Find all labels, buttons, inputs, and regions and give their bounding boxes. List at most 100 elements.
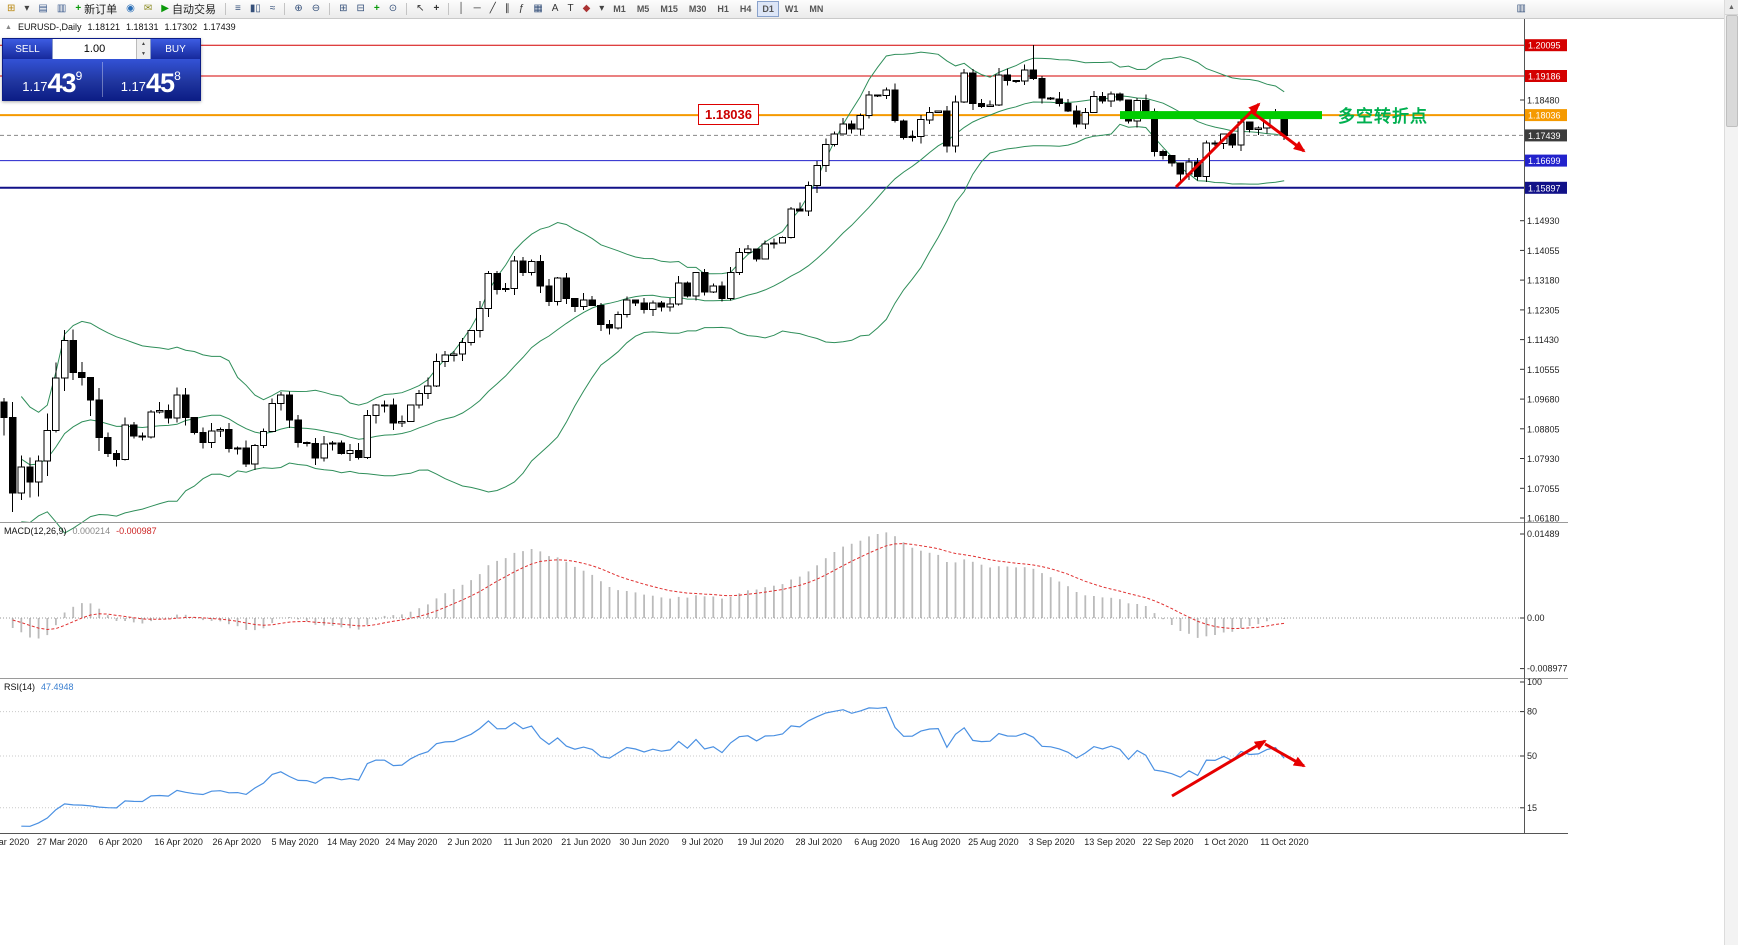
candlestick-chart-button[interactable]: ▮▯ <box>246 1 265 17</box>
clock-icon: ⊙ <box>388 3 398 14</box>
period-settings-button[interactable]: ⊙ <box>385 1 401 17</box>
horizontal-line-button[interactable]: ─ <box>470 1 485 17</box>
cursor-icon: ↖ <box>416 3 425 14</box>
macd-label: MACD(12,26,9) 0.000214 -0.000987 <box>4 526 157 536</box>
plus-icon: + <box>75 3 82 14</box>
turning-point-label[interactable]: 多空转折点 <box>1338 107 1428 126</box>
tile-windows-button[interactable]: ⊞ <box>335 1 351 17</box>
price-tick-label: 1.09680 <box>1527 395 1560 405</box>
date-label: 11 Jun 2020 <box>503 837 552 847</box>
price-tick-label: 1.07930 <box>1527 454 1560 464</box>
indicators-button[interactable]: + <box>370 1 384 17</box>
charts-bar-button[interactable]: ▥ <box>53 1 70 17</box>
timeframe-button-m5[interactable]: M5 <box>632 1 655 17</box>
scrollbar-up-icon[interactable]: ▲ <box>1725 0 1738 15</box>
fibonacci-button[interactable]: ƒ <box>515 1 529 17</box>
grid-button[interactable]: ▦ <box>529 1 546 17</box>
volume-down-icon[interactable]: ▼ <box>137 49 150 59</box>
sell-button[interactable]: SELL <box>3 39 52 59</box>
price-badge <box>1525 70 1567 82</box>
date-label: 6 Apr 2020 <box>99 837 143 847</box>
buy-price-big: 45 <box>146 68 175 99</box>
fibonacci-icon: ƒ <box>518 3 525 14</box>
label-button[interactable]: T <box>563 1 577 17</box>
cursor-button[interactable]: ↖ <box>412 1 428 17</box>
timeframe-button-mn[interactable]: MN <box>804 1 828 17</box>
trend-arrow[interactable] <box>1171 739 1267 798</box>
arrange-windows-button[interactable]: ⊟ <box>353 1 369 17</box>
news-button[interactable]: ✉ <box>140 1 156 17</box>
text-button[interactable]: A <box>548 1 563 17</box>
timeframe-button-m15[interactable]: M15 <box>655 1 683 17</box>
shapes-icon: ◆ <box>582 3 591 14</box>
print-button[interactable]: ▥ <box>1513 1 1530 17</box>
timeframe-button-d1[interactable]: D1 <box>757 1 779 17</box>
shapes-list-button[interactable]: ▾ <box>595 1 608 17</box>
price-badge <box>1525 39 1567 52</box>
sound-button[interactable]: ◉ <box>122 1 139 17</box>
buy-price[interactable]: 1.17 45 8 <box>102 59 201 100</box>
volume-field[interactable]: 1.00 ▲ ▼ <box>52 39 151 59</box>
macd-name: MACD(12,26,9) <box>4 526 67 536</box>
trend-arrow[interactable] <box>1251 110 1306 153</box>
volume-stepper[interactable]: ▲ ▼ <box>136 39 150 59</box>
rsi-label: RSI(14) 47.4948 <box>4 682 74 692</box>
bars-icon: ≡ <box>235 3 241 14</box>
channel-button[interactable]: ∥ <box>501 1 514 17</box>
bar-chart-button[interactable]: ≡ <box>231 1 245 17</box>
price-callout-label[interactable]: 1.18036 <box>698 104 759 125</box>
trendline-button[interactable]: ╱ <box>486 1 500 17</box>
timeframe-button-h4[interactable]: H4 <box>735 1 757 17</box>
shapes-button[interactable]: ◆ <box>579 1 595 17</box>
sell-price[interactable]: 1.17 43 9 <box>3 59 102 100</box>
timeframe-button-h1[interactable]: H1 <box>712 1 734 17</box>
timeframe-button-w1[interactable]: W1 <box>780 1 804 17</box>
volume-up-icon[interactable]: ▲ <box>137 39 150 49</box>
price-tick-label: 1.08805 <box>1527 424 1560 434</box>
crosshair-button[interactable]: + <box>430 1 444 17</box>
indicator-plus-icon: + <box>373 3 380 14</box>
new-order-button[interactable]: + 新订单 <box>71 1 121 17</box>
price-tick-label: 1.18480 <box>1527 96 1560 106</box>
line-chart-button[interactable]: ≈ <box>266 1 280 17</box>
toolbar-separator <box>225 3 226 15</box>
window-list-button[interactable]: ▾ <box>20 1 33 17</box>
crosshair-icon: + <box>433 3 440 14</box>
vertical-line-button[interactable]: │ <box>454 1 468 17</box>
candles-icon: ▮▯ <box>249 3 261 14</box>
sell-price-big: 43 <box>47 68 77 99</box>
trend-arrow[interactable] <box>1174 102 1261 189</box>
turning-point-bar[interactable] <box>1120 111 1322 120</box>
timeframe-button-m1[interactable]: M1 <box>608 1 631 17</box>
zoom-out-button[interactable]: ⊖ <box>308 1 324 17</box>
tile-icon: ⊞ <box>339 3 348 14</box>
date-label: 1 Oct 2020 <box>1204 837 1248 847</box>
profiles-button[interactable]: ▤ <box>34 1 51 17</box>
sell-price-prefix: 1.17 <box>22 79 48 94</box>
timeframe-button-m30[interactable]: M30 <box>684 1 712 17</box>
scrollbar-thumb[interactable] <box>1726 15 1738 127</box>
candles-layer <box>0 45 1288 512</box>
macd-scale-label: 0.01489 <box>1527 529 1560 539</box>
price-tick-label: 1.10555 <box>1527 365 1560 375</box>
ohlc-high: 1.18131 <box>126 22 159 32</box>
speaker-icon: ◉ <box>126 3 135 14</box>
chart-window-icon: ⊞ <box>7 3 16 14</box>
date-axis: 18 Mar 2020 27 Mar 2020 6 Apr 2020 16 Apr 2… <box>0 837 1309 847</box>
vertical-scrollbar[interactable]: ▲ <box>1724 0 1738 945</box>
zoom-out-icon: ⊖ <box>311 3 321 14</box>
trend-arrow[interactable] <box>1264 742 1306 768</box>
chart-list-icon: ▥ <box>56 3 67 14</box>
price-badge <box>1525 154 1567 167</box>
buy-button[interactable]: BUY <box>151 39 200 59</box>
rsi-scale-label: 80 <box>1527 707 1537 717</box>
vertical-line-icon: │ <box>458 3 465 14</box>
price-tick-label: 1.06180 <box>1527 514 1560 524</box>
macd-value-main: 0.000214 <box>72 526 111 536</box>
volume-value[interactable]: 1.00 <box>83 43 106 55</box>
zoom-in-button[interactable]: ⊕ <box>290 1 306 17</box>
date-label: 9 Jul 2020 <box>682 837 724 847</box>
autotrading-button[interactable]: ▶ 自动交易 <box>157 1 220 17</box>
date-label: 25 Aug 2020 <box>968 837 1019 847</box>
chart-window-button[interactable]: ⊞ <box>3 1 19 17</box>
